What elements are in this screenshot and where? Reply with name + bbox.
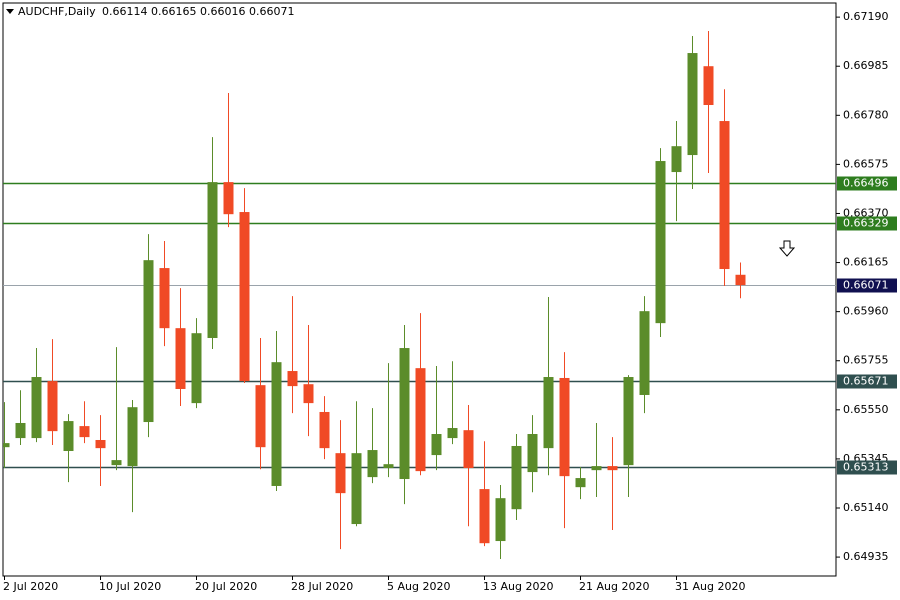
candle-body	[703, 66, 714, 106]
ohlc-open: 0.66114	[102, 5, 148, 18]
candle-body	[655, 161, 666, 324]
level-label-bg	[837, 176, 897, 191]
candle-body	[143, 260, 154, 423]
y-tick-label: 0.66165	[843, 256, 889, 269]
x-tick-label: 2 Jul 2020	[3, 580, 58, 593]
axes: 0.67190 0.66985 0.66780 0.66575 0.66370 0.661…	[3, 10, 897, 593]
candle-body	[303, 384, 314, 404]
y-tick-label: 0.66780	[843, 108, 889, 121]
ohlc-high: 0.66165	[151, 5, 197, 18]
x-tick-label: 10 Jul 2020	[99, 580, 161, 593]
y-tick-label: 0.67190	[843, 10, 889, 23]
level-label: 0.66329	[843, 217, 889, 230]
y-tick-label: 0.65140	[843, 501, 889, 514]
y-tick-label: 0.66575	[843, 157, 889, 170]
ohlc-low: 0.66016	[200, 5, 246, 18]
level-label-bg	[837, 460, 897, 475]
y-tick-label: 0.66370	[843, 206, 889, 219]
candle-body	[127, 407, 138, 467]
candle-body	[15, 422, 26, 439]
candle-body	[63, 421, 74, 452]
candle-body	[543, 377, 554, 449]
candle-body	[207, 182, 218, 338]
candle-body	[223, 182, 234, 215]
candle-body	[479, 489, 490, 544]
symbol-label: AUDCHF,Daily	[18, 5, 96, 18]
candle-body	[175, 328, 186, 389]
bid-label: 0.66071	[843, 279, 889, 292]
menu-triangle[interactable]	[6, 9, 14, 14]
candle-body	[335, 453, 346, 494]
candle-body	[95, 439, 106, 449]
candle-body	[31, 377, 42, 439]
candle-body	[719, 121, 730, 270]
candle-body	[591, 466, 602, 471]
candle-body	[511, 445, 522, 510]
x-tick-label: 31 Aug 2020	[675, 580, 745, 593]
candle-body	[239, 212, 250, 382]
x-tick-label: 28 Jul 2020	[291, 580, 353, 593]
candle-body	[47, 381, 58, 432]
level-label-bg	[837, 216, 897, 231]
y-tick-label: 0.65960	[843, 305, 889, 318]
x-tick-label: 20 Jul 2020	[195, 580, 257, 593]
x-tick-label: 13 Aug 2020	[483, 580, 553, 593]
candle-body	[687, 53, 698, 156]
plot-area	[3, 31, 836, 559]
candle-body	[287, 371, 298, 387]
candle-body	[431, 434, 442, 456]
level-label: 0.65313	[843, 461, 889, 474]
sell-arrow	[778, 240, 796, 257]
candle-body	[399, 348, 410, 480]
candle-body	[735, 274, 746, 286]
candle-body	[271, 362, 282, 486]
bid-label-bg	[837, 278, 897, 293]
candle-body	[671, 146, 682, 173]
candle-body	[623, 377, 634, 466]
y-tick-label: 0.64935	[843, 550, 889, 563]
candle-body	[639, 311, 650, 395]
candle-body	[463, 430, 474, 469]
candle-body	[383, 464, 394, 469]
candle-body	[415, 368, 426, 472]
candle-body	[3, 443, 10, 448]
candle-body	[527, 434, 538, 473]
candle-body	[319, 411, 330, 449]
x-tick-label: 5 Aug 2020	[387, 580, 450, 593]
ohlc-close: 0.66071	[249, 5, 295, 18]
candle-body	[255, 385, 266, 448]
candle-body	[367, 450, 378, 478]
y-tick-label: 0.65550	[843, 403, 889, 416]
candle-body	[191, 333, 202, 404]
y-tick-label: 0.65755	[843, 354, 889, 367]
level-label: 0.66496	[843, 177, 889, 190]
candle-body	[559, 377, 570, 477]
candle-body	[575, 478, 586, 488]
candle-body	[607, 466, 618, 471]
level-label: 0.65671	[843, 375, 889, 388]
candle-body	[351, 453, 362, 525]
candle-body	[495, 498, 506, 542]
x-tick-label: 21 Aug 2020	[579, 580, 649, 593]
y-tick-label: 0.66985	[843, 59, 889, 72]
candle-body	[159, 268, 170, 329]
candle-body	[447, 428, 458, 439]
candle-body	[111, 460, 122, 466]
level-label-bg	[837, 374, 897, 389]
candle-body	[79, 426, 90, 438]
